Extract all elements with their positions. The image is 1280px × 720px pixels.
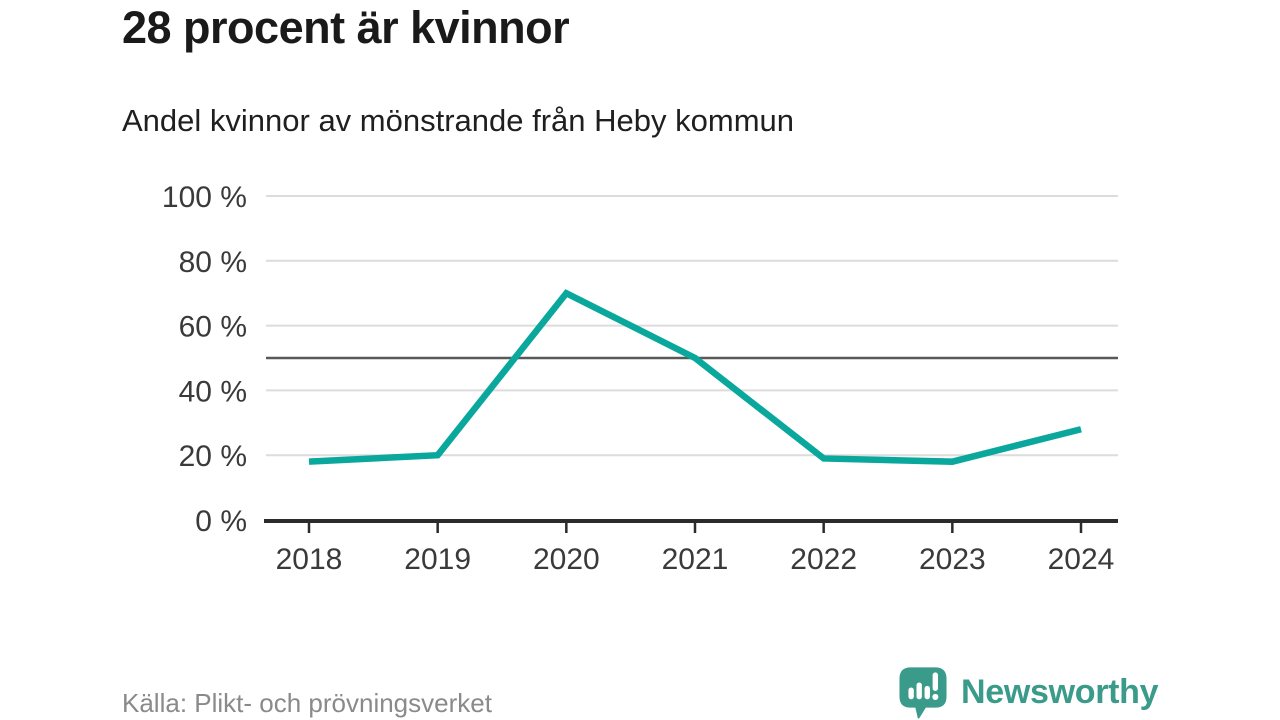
page-title: 28 procent är kvinnor: [122, 2, 570, 53]
x-axis-label-2022: 2022: [790, 543, 857, 576]
logo-bar-3: [924, 685, 930, 700]
x-axis-label-2023: 2023: [919, 543, 986, 576]
logo-exclamation-bar: [932, 672, 939, 691]
y-axis-label-40: 40 %: [179, 375, 247, 408]
y-axis-label-100: 100 %: [162, 181, 247, 214]
speech-bubble-shape: [899, 667, 947, 719]
x-axis-label-2018: 2018: [276, 543, 343, 576]
source-text: Källa: Plikt- och prövningsverket: [122, 688, 492, 718]
x-axis-label-2021: 2021: [662, 543, 729, 576]
newsworthy-wordmark: Newsworthy: [961, 672, 1159, 711]
logo-bar-2: [916, 682, 922, 700]
x-axis-label-2020: 2020: [533, 543, 600, 576]
y-axis-label-0: 0 %: [195, 505, 247, 538]
logo-bar-1: [908, 687, 914, 700]
logo-exclamation-dot: [932, 693, 939, 700]
chart-subtitle: Andel kvinnor av mönstrande från Heby ko…: [122, 103, 794, 138]
data-line: [308, 289, 1082, 465]
y-axis-label-20: 20 %: [179, 440, 247, 473]
y-axis-label-80: 80 %: [179, 246, 247, 279]
x-axis-label-2019: 2019: [404, 543, 471, 576]
newsworthy-icon: [899, 667, 947, 719]
newsworthy-logo: Newsworthy: [896, 664, 1159, 720]
y-axis-label-60: 60 %: [179, 311, 247, 344]
x-axis-label-2024: 2024: [1048, 543, 1115, 576]
